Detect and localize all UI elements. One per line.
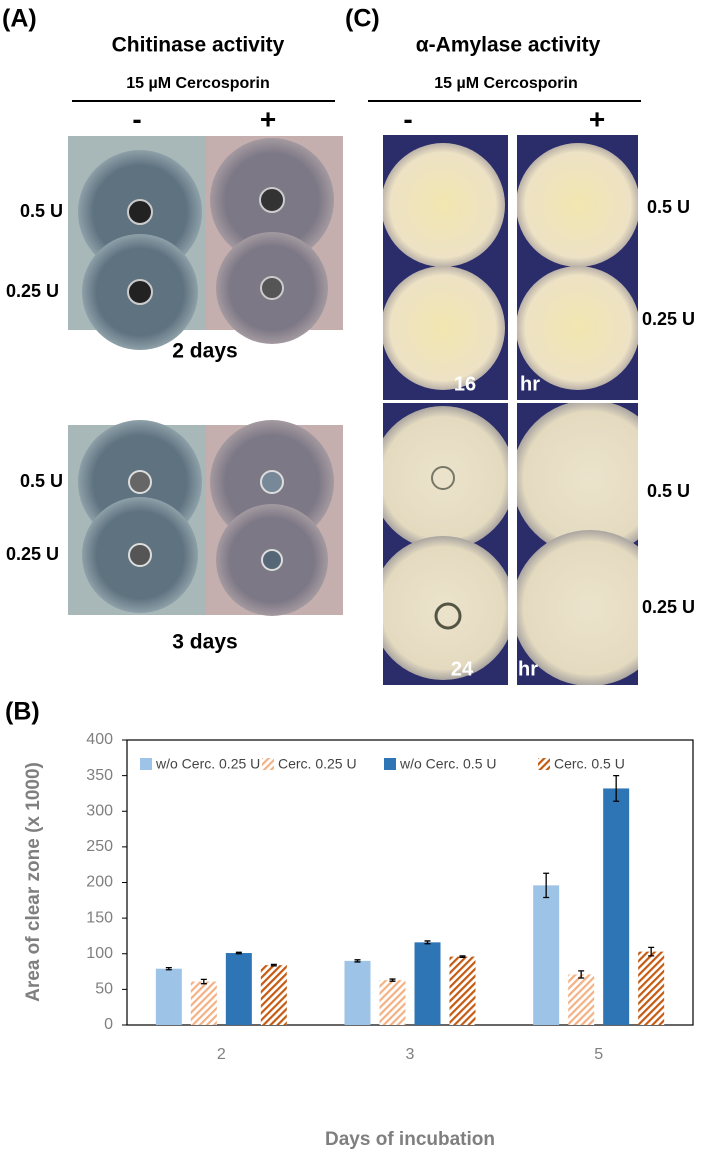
row-label: 0.25 U bbox=[6, 544, 59, 564]
time-label: 3 days bbox=[172, 631, 237, 654]
y-tick-label: 200 bbox=[86, 874, 113, 891]
row-label: 0.5 U bbox=[20, 201, 63, 221]
bar bbox=[225, 953, 252, 1025]
bar bbox=[638, 951, 665, 1025]
time-label: hr bbox=[520, 373, 540, 395]
time-label: 16 bbox=[454, 373, 476, 395]
panel-label: (A) bbox=[2, 5, 37, 33]
error-bar bbox=[389, 978, 396, 982]
y-tick-label: 0 bbox=[104, 1016, 113, 1033]
row-label: 0.25 U bbox=[6, 281, 59, 301]
treatment: 15 µM Cercosporin bbox=[126, 75, 269, 92]
error-bar bbox=[270, 963, 277, 967]
time-label: hr bbox=[518, 658, 538, 680]
y-tick-label: 100 bbox=[86, 945, 113, 962]
treatment: 15 µM Cercosporin bbox=[434, 75, 577, 92]
y-tick-label: 350 bbox=[86, 767, 113, 784]
bar bbox=[155, 968, 182, 1025]
error-bar bbox=[424, 940, 431, 945]
error-bar bbox=[459, 955, 466, 958]
bar bbox=[414, 942, 441, 1025]
error-bar bbox=[543, 872, 550, 899]
time-label: 2 days bbox=[172, 340, 237, 363]
legend-swatch bbox=[140, 758, 152, 770]
y-axis-title: Area of clear zone (x 1000) bbox=[23, 762, 44, 1002]
error-bar bbox=[200, 978, 207, 985]
bar bbox=[344, 960, 371, 1025]
plate-photo bbox=[68, 420, 343, 616]
error-bar bbox=[235, 951, 242, 955]
error-bar bbox=[613, 774, 620, 802]
minus: - bbox=[403, 103, 412, 134]
row-label: 0.5 U bbox=[647, 481, 690, 501]
legend-swatch bbox=[384, 758, 396, 770]
plate-photo bbox=[383, 135, 638, 685]
legend-label: w/o Cerc. 0.5 U bbox=[399, 756, 496, 772]
error-bar bbox=[165, 966, 172, 971]
error-bar bbox=[354, 959, 361, 963]
legend-swatch bbox=[538, 758, 550, 770]
legend-label: w/o Cerc. 0.25 U bbox=[155, 756, 260, 772]
time-label: 24 bbox=[451, 658, 474, 680]
panel-title: Chitinase activity bbox=[112, 34, 285, 57]
row-label: 0.5 U bbox=[647, 197, 690, 217]
x-axis-title: Days of incubation bbox=[325, 1129, 495, 1150]
bar bbox=[260, 965, 287, 1025]
bar bbox=[190, 981, 217, 1025]
y-tick-label: 400 bbox=[86, 731, 113, 748]
plus: + bbox=[589, 103, 605, 134]
bar bbox=[533, 885, 560, 1025]
x-tick-label: 3 bbox=[406, 1046, 415, 1063]
error-bar bbox=[578, 970, 585, 979]
row-label: 0.25 U bbox=[642, 309, 695, 329]
row-label: 0.25 U bbox=[642, 597, 695, 617]
plate-photo bbox=[68, 136, 343, 350]
bar bbox=[603, 788, 630, 1025]
panel-title: α-Amylase activity bbox=[416, 34, 601, 57]
bar bbox=[449, 956, 476, 1025]
legend-label: Cerc. 0.25 U bbox=[278, 756, 357, 772]
row-label: 0.5 U bbox=[20, 471, 63, 491]
panel-label: (C) bbox=[345, 5, 380, 33]
legend-label: Cerc. 0.5 U bbox=[554, 756, 625, 772]
bar bbox=[568, 974, 595, 1025]
panel-label: (B) bbox=[5, 698, 40, 726]
y-tick-label: 250 bbox=[86, 838, 113, 855]
y-tick-label: 50 bbox=[95, 981, 113, 998]
x-tick-label: 2 bbox=[217, 1046, 226, 1063]
error-bar bbox=[648, 946, 655, 957]
y-tick-label: 150 bbox=[86, 909, 113, 926]
y-tick-label: 300 bbox=[86, 802, 113, 819]
bar bbox=[379, 980, 406, 1025]
x-tick-label: 5 bbox=[594, 1046, 603, 1063]
minus: - bbox=[132, 103, 141, 134]
plus: + bbox=[260, 103, 276, 134]
legend-swatch bbox=[262, 758, 274, 770]
